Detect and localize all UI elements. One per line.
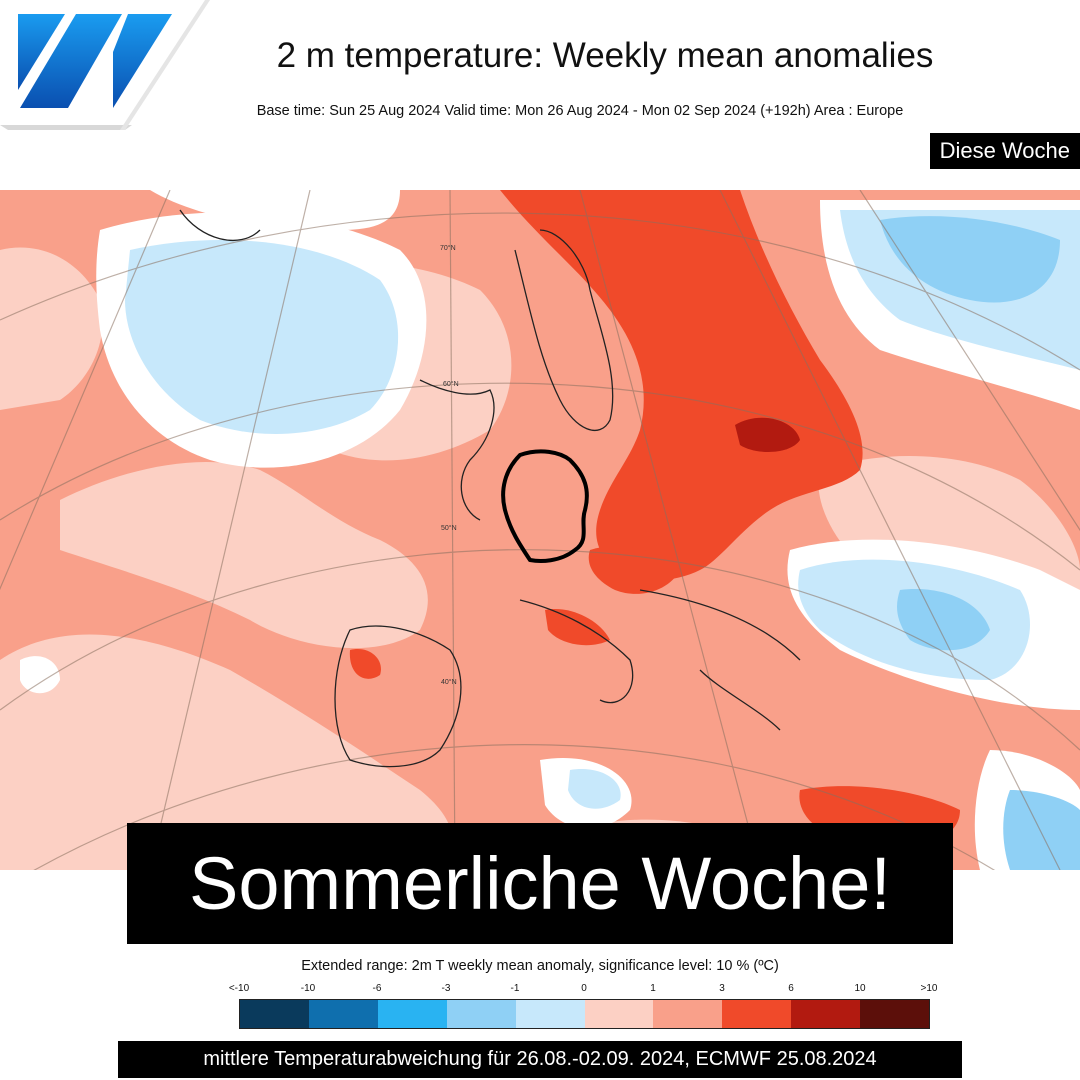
legend-color-swatch [515,1000,585,1028]
legend-color-swatch [653,1000,723,1028]
legend-color-swatch [722,1000,792,1028]
lat-label-60: 60°N [443,380,459,388]
temperature-anomaly-map: 70°N 60°N 50°N 40°N [0,190,1080,870]
lat-label-40: 40°N [441,678,457,686]
legend-tick: >10 [920,983,938,994]
legend-tick: -6 [372,983,382,994]
legend-tick: -10 [300,983,316,994]
legend-tick: 3 [719,983,725,994]
legend-color-swatch [377,1000,447,1028]
chart-subtitle: Base time: Sun 25 Aug 2024 Valid time: M… [256,103,904,119]
legend-color-swatch [240,1000,309,1028]
legend-color-bar [239,999,930,1029]
legend-tick: 6 [788,983,794,994]
legend-ticks: <-10 -10 -6 -3 -1 0 1 3 6 10 >10 [221,983,957,995]
legend-tick: -1 [510,983,520,994]
legend-color-swatch [308,1000,378,1028]
footer-caption: mittlere Temperaturabweichung für 26.08.… [118,1041,962,1078]
legend-tick: <-10 [228,983,250,994]
legend-title: Extended range: 2m T weekly mean anomaly… [301,958,779,974]
legend-color-swatch [860,1000,930,1028]
legend-tick: 10 [854,983,866,994]
lat-label-70: 70°N [440,244,456,252]
chart-title: 2 m temperature: Weekly mean anomalies [276,36,934,75]
week-tag: Diese Woche [929,133,1080,169]
lat-label-50: 50°N [441,524,457,532]
ecmwf-logo-icon [0,0,210,130]
legend-tick: 0 [581,983,587,994]
headline-banner: Sommerliche Woche! [127,823,953,944]
legend-color-swatch [584,1000,654,1028]
legend-color-swatch [446,1000,516,1028]
legend-tick: 1 [650,983,656,994]
legend-color-swatch [791,1000,861,1028]
legend-tick: -3 [441,983,451,994]
